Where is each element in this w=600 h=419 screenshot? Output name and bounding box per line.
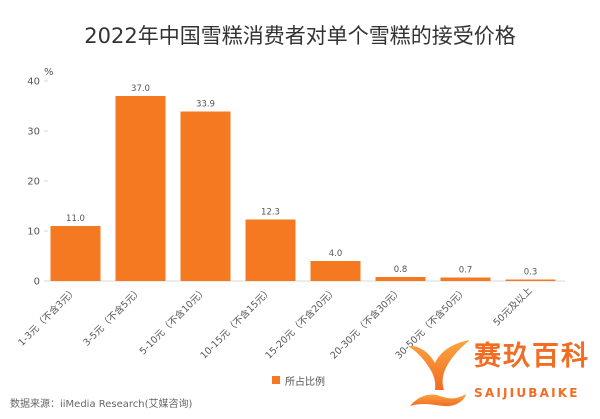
legend: 所占比例 [272,373,325,388]
y-axis-unit: % [44,67,54,78]
bar-7 [440,277,491,281]
value-label-7: 0.7 [459,266,473,276]
bars [50,96,556,281]
bar-5 [310,261,361,281]
logo-name: 赛玖百科 [474,341,590,372]
chart-title: 2022年中国雪糕消费者对单个雪糕的接受价格 [84,24,516,48]
logo-pinyin: SAIJIUBAIKE [474,386,580,400]
legend-swatch [272,376,280,384]
bar-6 [375,277,426,281]
whale-tail-shape [408,340,470,390]
value-label-1: 11.0 [66,214,85,224]
x-tick-label-6: 20-30元（不含30元） [328,285,405,362]
bar-8 [505,279,556,281]
legend-label: 所占比例 [285,376,325,388]
bar-2 [115,96,166,281]
watermark-logo: 赛玖百科 SAIJIUBAIKE [408,334,594,408]
y-tick-label-20: 20 [27,177,40,188]
x-tick-label-5: 15-20元（不含20元） [263,285,340,362]
value-label-5: 4.0 [329,249,343,259]
y-tick-label-0: 0 [34,277,40,288]
wave-shape [410,394,466,407]
x-tick-label-8: 50元及以上 [491,285,535,329]
x-tick-label-3: 5-10元（不含10元） [137,285,210,358]
y-tick-label-30: 30 [27,127,40,138]
value-label-6: 0.8 [394,265,408,275]
y-tick-label-10: 10 [27,227,40,238]
bar-3 [180,111,231,281]
y-tick-label-40: 40 [27,77,40,88]
bar-4 [245,219,296,281]
value-label-2: 37.0 [131,84,150,94]
bar-1 [50,226,101,281]
x-tick-label-2: 3-5元（不含5元） [81,285,145,349]
value-label-8: 0.3 [524,268,538,278]
whale-tail-icon [408,340,470,407]
value-label-4: 12.3 [261,208,280,218]
x-tick-label-4: 10-15元（不含15元） [198,285,275,362]
source-note: 数据来源：iiMedia Research(艾媒咨询) [10,399,193,410]
value-labels: 11.0 37.0 33.9 12.3 4.0 0.8 0.7 0.3 [66,84,537,278]
y-axis: 0 10 20 30 40 [27,77,565,288]
value-label-3: 33.9 [196,100,215,110]
x-tick-label-1: 1-3元（不含3元） [16,285,80,349]
